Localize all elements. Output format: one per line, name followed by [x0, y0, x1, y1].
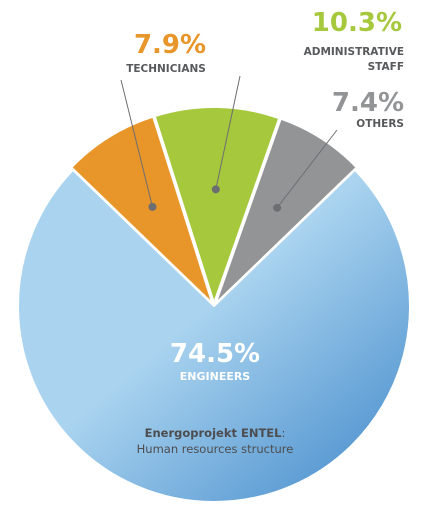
chart-caption-subtitle: Human resources structure [137, 442, 294, 456]
others-percent: 7.4% [332, 88, 404, 118]
administrative-percent: 10.3% [312, 8, 402, 38]
pie-slice-others [214, 117, 359, 305]
leader-dot-administrative-staff [211, 185, 220, 194]
engineers-label: ENGINEERS [180, 370, 251, 383]
technicians-label: TECHNICIANS [126, 63, 206, 75]
leader-line-technicians [120, 79, 153, 207]
leader-dot-others [273, 203, 282, 212]
pie-slice-administrative-staff [153, 106, 281, 307]
technicians-percent: 7.9% [134, 30, 206, 60]
leader-line-others [276, 129, 338, 209]
pie-slices [17, 106, 411, 503]
engineers-percent: 74.5% [170, 339, 260, 369]
pie-slice-technicians [69, 115, 214, 305]
administrative-label-line1: ADMINISTRATIVE [304, 46, 404, 58]
leader-dot-technicians [148, 202, 157, 211]
leader-line-administrative-staff [215, 75, 241, 190]
caption-separator: : [281, 426, 285, 440]
others-label: OTHERS [356, 118, 404, 130]
administrative-label-line2: STAFF [368, 61, 404, 73]
leader-lines [120, 75, 338, 212]
pie-slice-engineers [17, 168, 411, 503]
chart-caption-title: Energoprojekt ENTEL: [145, 426, 286, 440]
caption-company: Energoprojekt ENTEL [145, 426, 283, 440]
